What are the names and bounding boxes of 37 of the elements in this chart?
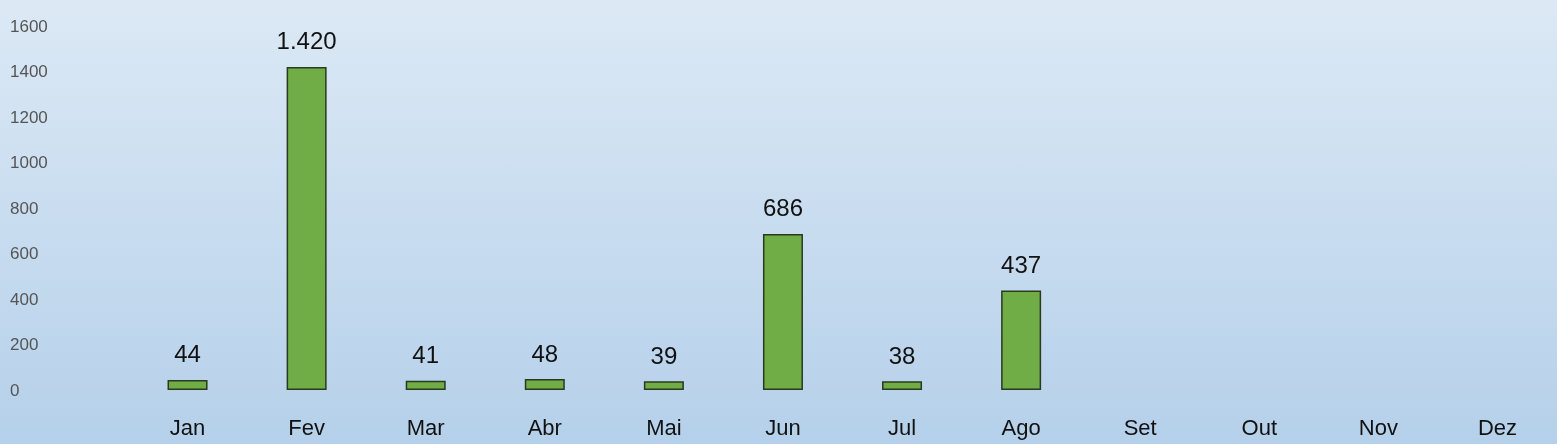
y-tick-label: 0 [10,380,20,400]
y-tick-label: 200 [10,335,39,354]
y-tick-label: 1400 [10,62,48,81]
bar [167,379,208,390]
x-tick-label: Nov [1358,414,1398,440]
bar [405,380,446,390]
x-tick-label: Ago [1001,414,1041,440]
data-label: 48 [531,339,559,367]
data-label: 39 [650,341,678,369]
y-tick-label: 1200 [10,107,48,127]
x-tick-label: Dez [1477,414,1518,440]
data-label: 41 [412,341,440,369]
x-tick-label: Mai [646,414,682,440]
bar [643,381,684,390]
x-tick-label: Out [1241,414,1278,440]
y-tick-label: 1000 [10,153,48,172]
data-label: 44 [174,340,201,368]
y-tick-label: 600 [10,244,39,263]
x-tick-label: Mar [406,414,445,440]
bar [1001,290,1042,390]
x-tick-label: Set [1123,414,1157,440]
bar [524,379,565,390]
x-tick-label: Jun [765,414,801,440]
bar [882,381,923,390]
data-label: 38 [888,341,916,369]
y-tick-label: 400 [10,289,39,309]
y-tick-label: 800 [10,198,39,218]
x-tick-label: Abr [527,414,562,440]
x-tick-label: Jan [169,414,206,440]
bar [762,233,803,390]
y-tick-label: 1600 [10,16,48,36]
data-label: 1.420 [276,27,337,55]
x-tick-label: Jul [887,414,917,440]
data-label: 437 [1001,251,1042,279]
data-label: 686 [762,194,803,222]
bar [286,66,327,390]
x-tick-label: Fev [288,414,325,440]
